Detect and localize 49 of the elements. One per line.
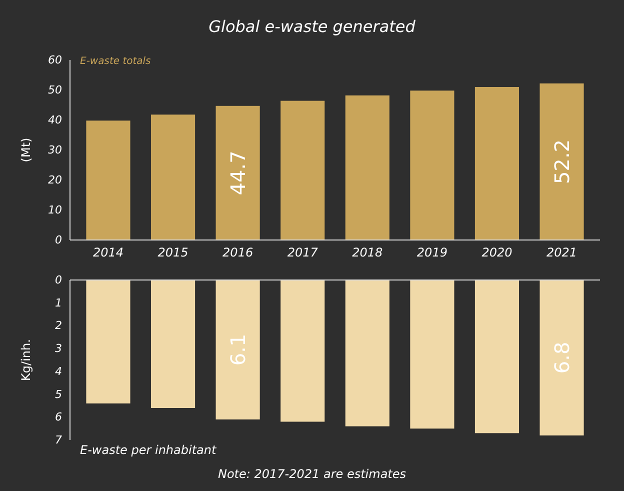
x-tick-label: 2017 xyxy=(287,246,318,260)
y-tick-label: 50 xyxy=(48,84,62,97)
y-tick-label: 0 xyxy=(55,234,62,247)
bar xyxy=(345,280,390,426)
bar xyxy=(216,280,260,420)
y-axis-title: (Mt) xyxy=(19,138,33,162)
x-tick-label: 2016 xyxy=(222,246,254,260)
data-label: 6.8 xyxy=(550,342,574,374)
chart-title: Global e-waste generated xyxy=(208,17,416,36)
x-tick-label: 2021 xyxy=(546,246,578,260)
data-label: 52.2 xyxy=(550,139,574,184)
y-tick-label: 5 xyxy=(55,388,62,401)
x-tick-label: 2020 xyxy=(482,246,513,260)
x-tick-label: 2014 xyxy=(92,246,124,260)
y-axis-title: Kg/inh. xyxy=(19,339,33,381)
bar xyxy=(86,280,130,404)
y-tick-label: 6 xyxy=(55,410,62,424)
bar xyxy=(280,280,325,422)
bar xyxy=(410,280,454,429)
y-tick-label: 2 xyxy=(55,319,62,332)
y-tick-label: 10 xyxy=(48,204,62,217)
text: E-waste per inhabitant xyxy=(80,443,218,457)
bar xyxy=(474,87,520,240)
y-tick-label: 0 xyxy=(55,274,62,287)
x-tick-label: 2018 xyxy=(352,246,384,260)
y-tick-label: 40 xyxy=(48,114,62,127)
y-tick-label: 20 xyxy=(48,174,62,187)
data-label: 44.7 xyxy=(226,150,250,196)
bar xyxy=(150,280,196,408)
x-tick-label: 2015 xyxy=(158,246,188,260)
x-tick-label: 2019 xyxy=(416,246,448,260)
bar xyxy=(540,280,584,436)
y-tick-label: 3 xyxy=(55,342,62,356)
annotation: E-waste totals xyxy=(80,56,151,67)
bar xyxy=(216,106,260,240)
y-tick-label: 30 xyxy=(48,144,62,157)
bar xyxy=(474,280,520,434)
y-tick-label: 1 xyxy=(55,296,62,310)
y-tick-label: 4 xyxy=(55,364,62,378)
bar xyxy=(150,114,196,240)
bar xyxy=(410,90,454,240)
data-label: 6.1 xyxy=(226,334,250,366)
bar xyxy=(280,100,325,240)
y-tick-label: 60 xyxy=(48,54,62,67)
bar xyxy=(345,95,390,240)
y-tick-label: 7 xyxy=(55,434,62,447)
text: Note: 2017-2021 are estimates xyxy=(218,467,406,481)
bar xyxy=(540,83,584,240)
bar xyxy=(86,120,130,240)
